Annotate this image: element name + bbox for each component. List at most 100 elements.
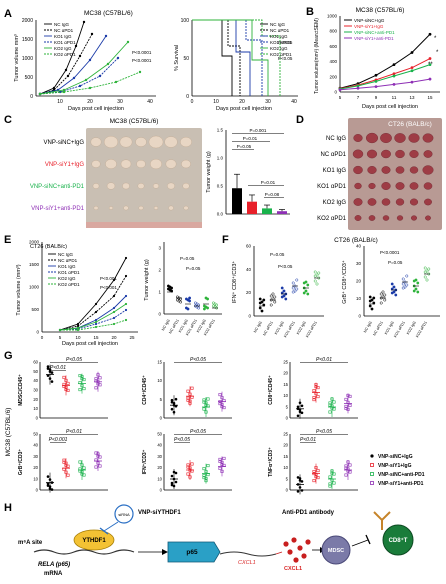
antibody-icon (373, 511, 391, 530)
g-pval-3-0: P<0.01 (66, 429, 82, 435)
g-dot-0-0-2 (50, 371, 54, 374)
g-dot-1-1-2 (190, 386, 194, 390)
e-xtick-1: 5 (59, 335, 62, 340)
g-dot-2-3-0 (344, 404, 348, 408)
g-ytick-0-4: 40 (33, 378, 38, 383)
d-tumor-1-0 (352, 149, 364, 159)
a-ytick-4: 2000 (22, 18, 33, 24)
e-wdot-4-2 (206, 306, 210, 310)
f-lpval-0: P=0.05 (270, 252, 285, 257)
vnp-particle (114, 504, 134, 524)
a-legend-label-1: NC αPD1 (54, 28, 74, 33)
g-dot-4-3-0 (218, 457, 222, 461)
f-right-dot-3-5 (405, 283, 409, 287)
f-right-dot-4-6 (412, 279, 416, 283)
a-legend-label-3: KO1 αPD1 (54, 40, 76, 45)
f-right-dot-4-5 (416, 290, 420, 294)
g-dot-5-3-3 (344, 473, 348, 477)
e-wdot-1-5 (179, 300, 183, 304)
panel-d-title: CT26 (BALB/c) (388, 121, 432, 128)
g-dot-2-2-5 (332, 400, 336, 404)
g-ytick-5-1: 5 (286, 476, 289, 481)
b-point-3-0 (338, 88, 342, 92)
panel-a-surv-xlabel: Days post cell injection (216, 106, 272, 112)
g-legend-label-3: VNP-siY1+anti-PD1 (378, 481, 424, 487)
e-point-1-4 (124, 274, 128, 278)
a-growth-point-3-4 (116, 56, 120, 60)
e-point-2-3 (112, 306, 116, 310)
e-legend-label-5: KO2 αPD1 (58, 282, 80, 287)
d-tumor-0-3 (394, 133, 406, 143)
g-plot-1: CD4⁺/CD45⁺ 0 5 10 15 P<0.05 (142, 357, 232, 421)
a-surv-line-4 (192, 19, 269, 96)
g-ytick-3-0: 0 (36, 488, 39, 493)
f-right-ytick-3: 30 (356, 261, 362, 266)
c-bar-yticks: 0.0 0.5 1.0 1.5 (217, 128, 224, 217)
e-weight-ylabel: Tumor weight (g) (144, 259, 150, 301)
g-ytick-1-0: 0 (160, 416, 163, 421)
g-ytick-3-1: 10 (33, 476, 38, 481)
f-left-ytick-2: 40 (246, 267, 252, 272)
panel-d-tumors (352, 132, 434, 221)
e-point-5-2 (94, 325, 98, 329)
h-cxcl1-dot-1 (291, 537, 297, 543)
d-tumor-3-0 (354, 182, 362, 190)
g-dot-3-0-2 (50, 488, 54, 491)
e-pval-0: P<0.001 (100, 276, 117, 281)
b-line-3 (339, 78, 431, 91)
panel-a-title: MC38 (C57BL/6) (84, 10, 133, 17)
g-ylabel-0: MDSC/CD45⁺ (18, 374, 24, 406)
panel-a-yticks: 0 500 1000 1500 2000 (22, 18, 33, 100)
g-dot-3-0-3 (46, 475, 50, 478)
g-dot-5-1-3 (312, 479, 316, 483)
f-left-dot-3-0 (291, 286, 295, 290)
g-dot-5-3-0 (344, 464, 348, 468)
inhibit-mdsc-bar (365, 534, 371, 545)
panel-f-figure: CT26 (BALB/c) IFN⁺ CD8⁺/CD3⁺ 0 20 40 60 NC … (231, 237, 440, 338)
g-ytick-2-5: 25 (283, 360, 288, 365)
e-point-3-3 (112, 316, 116, 320)
panel-e-yticks: 0 500 1000 1500 2000 (29, 240, 40, 335)
panel-b-figure: MC38 (C57BL/6) Tumor volume(mm³) (Mean±S… (314, 7, 440, 110)
d-tumor-4-5 (424, 198, 432, 206)
e-weight-yticks: 0 1 2 3 (158, 246, 161, 317)
g-dot-5-1-0 (312, 470, 316, 474)
a-growth-point-3-2 (78, 84, 82, 88)
g-legend-label-2: VNP-siNC+anti-PD1 (378, 472, 425, 478)
b-point-1-3 (392, 72, 396, 76)
g-ytick-4-3: 30 (157, 454, 162, 459)
f-right-cat-1: NC αPD1 (372, 321, 384, 337)
f-right-ytick-0: 0 (358, 314, 361, 319)
h-sirna-label: siRNA (118, 512, 130, 517)
surv-pval-0: P<0.05 (278, 40, 293, 45)
e-point-3-4 (124, 308, 128, 312)
g-ytick-3-2: 20 (33, 465, 38, 470)
d-row-2: KO1 IgG (323, 168, 347, 174)
e-wdot-3-5 (197, 306, 201, 310)
f-left-dot-4-2 (306, 283, 310, 287)
mdsc-cell (321, 535, 351, 565)
f-left-dot-3-2 (295, 278, 299, 282)
c-ytick-3: 1.5 (217, 128, 224, 133)
b-point-2-1 (356, 84, 360, 88)
c-tumor-3-1 (108, 206, 114, 210)
g-ytick-1-1: 5 (160, 397, 163, 402)
panel-e-title: CT26 (BALB/c) (30, 244, 67, 250)
f-left-dot-1-4 (271, 292, 275, 296)
g-dot-3-1-6 (62, 460, 66, 464)
c-row-0: VNP-siNC+IgG (43, 140, 84, 146)
panel-b-lines (338, 32, 432, 92)
g-ytick-3-5: 50 (33, 432, 38, 437)
f-right-dot-4-2 (416, 281, 420, 285)
g-dot-2-3-5 (348, 403, 352, 407)
a-surv-legend-label-5: KO2 αPD1 (270, 52, 292, 57)
a-growth-point-2-2 (72, 76, 76, 80)
inhibit-mdsc-line (351, 539, 369, 547)
b-line-0 (339, 33, 431, 89)
panel-g-legend: VNP-siNC+IgG VNP-siY1+IgG VNP-siNC+anti-PD… (370, 454, 425, 487)
g-pval-5-0: P<0.05 (316, 429, 332, 435)
g-legend-label-0: VNP-siNC+IgG (378, 454, 413, 460)
e-point-0-4 (124, 256, 128, 260)
f-left-dot-2-3 (280, 286, 284, 290)
